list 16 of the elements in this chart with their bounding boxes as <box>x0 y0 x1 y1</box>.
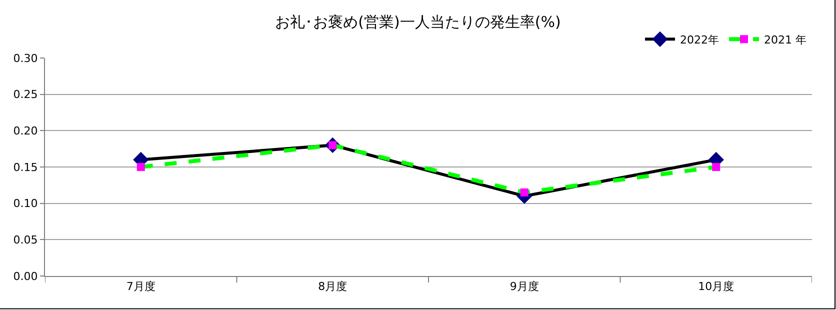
legend-label: 2022年 <box>680 33 719 46</box>
y-tick-label: 0.20 <box>13 124 38 138</box>
x-tick-label: 9月度 <box>510 280 539 294</box>
y-tick-label: 0.05 <box>13 234 38 247</box>
x-tick-label: 7月度 <box>126 280 156 294</box>
point <box>136 163 145 171</box>
y-tick-label: 0.00 <box>13 270 38 283</box>
x-tick-label: 8月度 <box>318 280 348 294</box>
chart-title: お礼･お褒め(営業)一人当たりの発生率(%) <box>275 12 561 31</box>
y-tick-label: 0.15 <box>13 160 38 174</box>
legend-label: 2021 年 <box>764 33 806 46</box>
y-tick-label: 0.30 <box>13 52 38 65</box>
x-tick-label: 10月度 <box>698 280 734 294</box>
y-tick-label: 0.25 <box>13 88 38 102</box>
y-tick-label: 0.10 <box>13 197 38 210</box>
point <box>712 163 720 171</box>
